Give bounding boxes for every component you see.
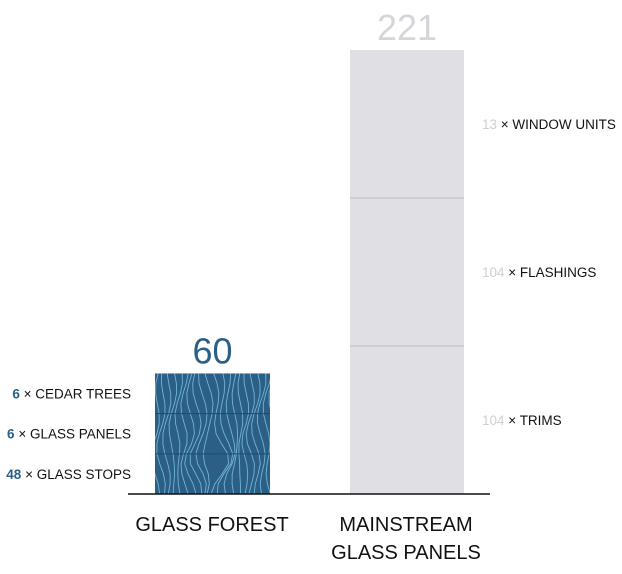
wood-grain-line: [180, 373, 189, 494]
segment-count: 104: [482, 413, 505, 428]
wood-grain-line: [168, 373, 178, 494]
wood-grain-line: [223, 373, 236, 494]
wood-grain-line: [262, 378, 270, 494]
segment-count: 6: [7, 427, 15, 442]
bar-total-label: 221: [377, 7, 437, 48]
segment-count: 48: [6, 467, 22, 482]
wood-grain-line: [195, 373, 208, 494]
multiply-sign: ×: [21, 467, 36, 482]
segment-name: WINDOW UNITS: [512, 117, 616, 132]
multiply-sign: ×: [20, 387, 35, 402]
wood-grain-line: [156, 373, 166, 494]
segment-label: 13 × WINDOW UNITS: [482, 117, 616, 132]
wood-grain-line: [189, 373, 203, 494]
segment-name: FLASHINGS: [520, 265, 597, 280]
segment-label: 104 × FLASHINGS: [482, 265, 596, 280]
segment-name: CEDAR TREES: [35, 387, 131, 402]
wood-grain-line: [210, 373, 229, 494]
wood-grain-line: [216, 373, 234, 494]
segment-label: 6 × CEDAR TREES: [12, 387, 131, 402]
wood-grain-pattern: [155, 373, 270, 494]
bar-glass-forest: [155, 373, 270, 494]
wood-grain-line: [237, 373, 244, 494]
segment-label: 6 × GLASS PANELS: [7, 427, 131, 442]
wood-grain-line: [155, 373, 156, 375]
category-label: GLASS PANELS: [331, 542, 481, 564]
wood-grain-line: [241, 373, 249, 494]
multiply-sign: ×: [15, 427, 30, 442]
category-label: GLASS FOREST: [135, 514, 288, 536]
wood-grain-line: [155, 373, 161, 494]
segment-label: 48 × GLASS STOPS: [6, 467, 131, 482]
multiply-sign: ×: [497, 117, 512, 132]
wood-grain-line: [174, 373, 183, 494]
segment-count: 6: [12, 387, 20, 402]
wood-grain-line: [256, 373, 267, 494]
wood-grain-line: [202, 373, 214, 494]
segment-count: 13: [482, 117, 497, 132]
wood-grain-line: [162, 373, 172, 494]
wood-grain-line: [268, 388, 270, 409]
wood-grain-line: [245, 373, 255, 494]
wood-grain-line: [251, 373, 261, 494]
category-label: MAINSTREAM: [339, 514, 472, 536]
segment-name: GLASS PANELS: [30, 427, 131, 442]
bar-total-label: 60: [192, 330, 232, 371]
wood-grain-line: [231, 373, 239, 494]
segment-name: GLASS STOPS: [37, 467, 131, 482]
bar-mainstream-glass-panels: [350, 50, 464, 494]
segment-name: TRIMS: [520, 413, 562, 428]
segment-label: 104 × TRIMS: [482, 413, 562, 428]
multiply-sign: ×: [505, 265, 520, 280]
bars-layer: [155, 50, 464, 494]
multiply-sign: ×: [505, 413, 520, 428]
wood-grain-line: [184, 373, 197, 494]
segment-count: 104: [482, 265, 505, 280]
